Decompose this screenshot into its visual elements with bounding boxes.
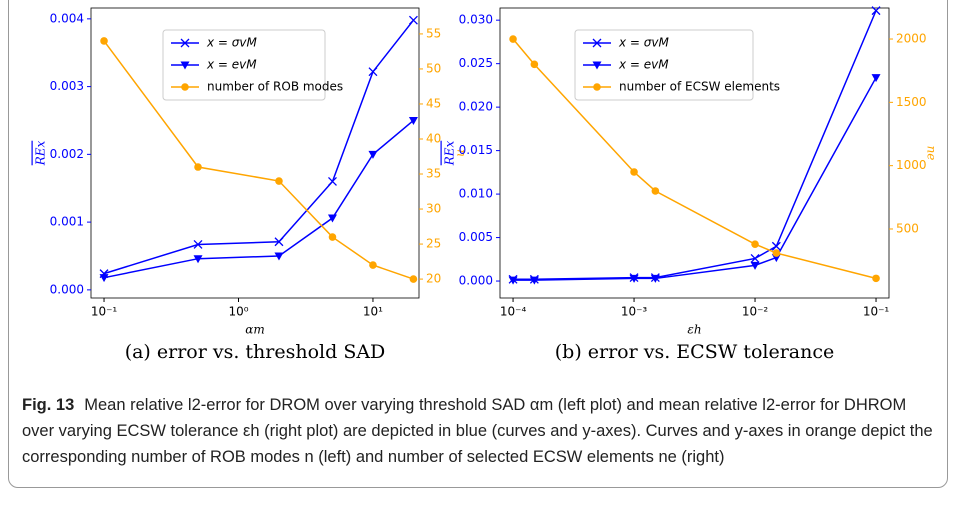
series-line [103, 40, 414, 280]
y-tick-label: 0.000 [459, 274, 493, 288]
x-tick-label: 10⁰ [228, 305, 248, 319]
series-line [103, 19, 415, 275]
plot-frame [90, 7, 420, 299]
x-axis-label: αm [245, 323, 264, 337]
series-line [103, 119, 414, 279]
y2-tick-label: 1000 [896, 158, 927, 172]
y-axis-label: REx [443, 140, 457, 166]
y2-tick-label: 25 [426, 237, 441, 251]
y2-axis-label: n [455, 149, 469, 157]
x-tick-label: 10⁻⁴ [500, 305, 527, 319]
plot-frame [499, 7, 890, 299]
legend-label: x = evM [206, 58, 257, 72]
y-tick-label: 0.020 [459, 100, 493, 114]
y-tick-label: 0.004 [50, 11, 84, 25]
legend-box [162, 29, 326, 101]
subcaption: (a) error vs. threshold SAD [125, 341, 386, 363]
marker [368, 150, 378, 159]
marker [181, 83, 189, 91]
marker [369, 261, 377, 269]
marker [771, 241, 781, 251]
marker [328, 233, 337, 241]
y2-tick-label: 500 [896, 221, 919, 235]
marker [871, 6, 881, 16]
marker [274, 237, 284, 247]
charts: 10⁻¹ 10⁰ 10¹ 0.000 0.001 0.002 0.003 0.004 20 25 3… [34, 6, 939, 363]
x-tick-label: 10⁻² [742, 305, 769, 319]
marker [751, 240, 759, 248]
marker [750, 261, 760, 270]
y2-tick-label: 30 [426, 202, 441, 216]
y2-tick-label: 1500 [896, 95, 927, 109]
marker [530, 60, 539, 69]
marker [409, 275, 418, 283]
caption-text: Mean relative l2-error for DROM over var… [22, 396, 933, 466]
y-tick-label: 0.003 [50, 79, 84, 93]
legend-label: number of ECSW elements [619, 80, 780, 94]
marker [871, 74, 881, 83]
marker [592, 61, 602, 70]
marker [529, 276, 539, 285]
marker [194, 163, 202, 171]
marker [630, 168, 638, 176]
marker [368, 67, 378, 77]
caption-label: Fig. 13 [22, 396, 75, 414]
y-tick-label: 0.000 [50, 282, 84, 296]
marker [193, 255, 203, 264]
marker [509, 35, 517, 43]
y2-tick-label: 45 [426, 96, 441, 110]
x-tick-label: 10¹ [363, 305, 383, 319]
marker [327, 214, 337, 223]
marker [629, 274, 639, 283]
marker [408, 15, 418, 25]
y-tick-label: 0.030 [459, 13, 493, 27]
marker [274, 252, 284, 261]
marker [275, 177, 283, 185]
y2-tick-label: 50 [426, 61, 441, 75]
y2-tick-label: 35 [426, 167, 441, 181]
marker [100, 37, 108, 45]
marker [508, 276, 518, 285]
marker [180, 38, 190, 48]
y-tick-label: 0.010 [459, 187, 493, 201]
figure-frame [8, 0, 948, 488]
subcaption: (b) error vs. ECSW tolerance [555, 341, 834, 363]
y-tick-label: 0.001 [50, 215, 84, 229]
y2-tick-label: 55 [426, 26, 441, 40]
y2-axis-label: ne [925, 146, 939, 161]
legend-label: number of ROB modes [207, 80, 343, 94]
x-tick-label: 10⁻¹ [91, 305, 118, 319]
marker [99, 274, 109, 283]
y-tick-label: 0.015 [459, 143, 493, 157]
marker [651, 187, 660, 195]
legend-label: x = evM [618, 58, 669, 72]
marker [193, 240, 203, 249]
marker [872, 274, 880, 283]
marker [750, 253, 760, 263]
y-tick-label: 0.005 [459, 230, 493, 244]
marker [772, 249, 781, 257]
y2-tick-label: 40 [426, 131, 441, 145]
y2-tick-label: 20 [426, 272, 441, 286]
marker [328, 176, 337, 186]
y2-tick-label: 2000 [896, 32, 927, 46]
x-tick-label: 10⁻³ [621, 305, 648, 319]
x-axis-label: εh [687, 323, 701, 337]
x-tick-label: 10⁻¹ [863, 305, 890, 319]
marker [592, 38, 602, 48]
marker [408, 116, 418, 125]
marker [593, 83, 601, 91]
legend-label: x = σvM [618, 36, 669, 50]
caption: Fig. 13 Mean relative l2-error for DROM o… [22, 392, 942, 470]
y-tick-label: 0.025 [459, 56, 493, 70]
legend-label: x = σvM [206, 36, 257, 50]
y-tick-label: 0.002 [50, 147, 84, 161]
marker [650, 274, 660, 283]
series-line [513, 77, 877, 281]
y-axis-label: REx [34, 140, 48, 166]
marker [180, 61, 190, 70]
legend-box [574, 29, 754, 101]
